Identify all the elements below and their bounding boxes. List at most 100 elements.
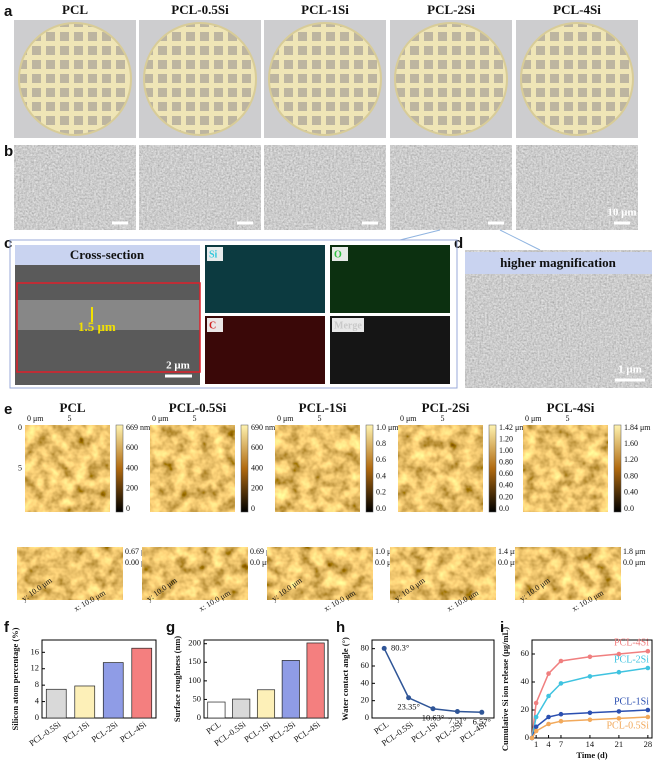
scaffold bbox=[18, 22, 132, 136]
colorbar bbox=[365, 424, 374, 513]
cross-scale: 2 μm bbox=[166, 360, 190, 372]
afm-title: PCL-0.5Si bbox=[169, 400, 227, 415]
colorbar-label: 0.80 bbox=[499, 458, 513, 467]
colorbar bbox=[240, 424, 249, 513]
axis-top: 5 bbox=[441, 414, 445, 423]
eds-map bbox=[205, 245, 325, 313]
point bbox=[616, 716, 622, 721]
eds-map bbox=[330, 245, 450, 313]
colorbar-label: 0.0 bbox=[499, 504, 509, 513]
panel-letter: i bbox=[500, 619, 504, 636]
value-label: 6.57° bbox=[473, 716, 491, 726]
value-label: 7.51° bbox=[448, 715, 466, 725]
colorbar-label: 0.0 bbox=[376, 504, 386, 513]
colorbar-label: 1.0 μm bbox=[376, 423, 399, 432]
panel-letter: f bbox=[4, 619, 10, 636]
value-label: 10.63° bbox=[422, 713, 445, 723]
y-axis-label: Surface roughness (nm) bbox=[172, 636, 182, 722]
legend-label: PCL-4Si bbox=[614, 637, 649, 648]
sem-image bbox=[264, 145, 386, 230]
panel-frame bbox=[9, 239, 458, 389]
x-tick-label: PCL-2Si bbox=[89, 719, 120, 745]
axis-top: 0 μm bbox=[152, 414, 169, 423]
panel-letter: a bbox=[4, 3, 13, 20]
colorbar-label: 0.8 bbox=[376, 439, 386, 448]
point bbox=[587, 710, 593, 716]
colorbar-label: 0.40 bbox=[499, 481, 513, 490]
axis-left: 0 bbox=[18, 423, 22, 432]
y-tick-label: 4 bbox=[35, 696, 40, 706]
scaffold bbox=[394, 22, 508, 136]
afm-title: PCL-1Si bbox=[299, 400, 347, 415]
axis-top: 0 μm bbox=[525, 414, 542, 423]
point bbox=[558, 681, 564, 686]
bar bbox=[131, 647, 153, 719]
plot-frame bbox=[41, 639, 157, 719]
point bbox=[546, 714, 551, 720]
x-tick-label: 14 bbox=[586, 739, 595, 749]
z-top: 0.67 μm bbox=[125, 547, 152, 556]
afm-3d bbox=[390, 547, 496, 600]
panel-letter: g bbox=[166, 619, 175, 636]
colorbar-label: 1.42 μm bbox=[499, 423, 526, 432]
label-bg bbox=[332, 318, 364, 332]
x-tick-label: 1 bbox=[534, 739, 538, 749]
colorbar-label: 0.4 bbox=[376, 471, 386, 480]
y-tick-label: 20 bbox=[361, 695, 370, 705]
x-tick-label: PCL-4Si bbox=[118, 719, 149, 745]
afm-3d bbox=[267, 547, 373, 600]
x-tick-label: 7 bbox=[559, 739, 563, 749]
y-tick-label: 0 bbox=[365, 712, 369, 722]
point bbox=[587, 654, 593, 660]
afm-map bbox=[523, 425, 608, 512]
y-tick-label: 200 bbox=[188, 638, 201, 648]
legend-label: PCL-0.5Si bbox=[606, 720, 649, 731]
colorbar-label: 1.20 bbox=[499, 434, 513, 443]
label-bg bbox=[332, 247, 348, 261]
panel-letter: h bbox=[336, 619, 345, 636]
y-axis-label: Water contact angle (°) bbox=[340, 637, 350, 721]
colorbar-label: 0.40 bbox=[624, 488, 638, 497]
x-tick-label: 21 bbox=[615, 739, 624, 749]
point bbox=[587, 674, 593, 679]
group-title: PCL-2Si bbox=[427, 2, 475, 17]
point bbox=[645, 707, 651, 713]
cross-title: Cross-section bbox=[70, 247, 145, 262]
colorbar-label: 0.6 bbox=[376, 455, 386, 464]
y-tick-label: 16 bbox=[31, 646, 40, 656]
colorbar-label: 400 bbox=[251, 463, 263, 472]
x-tick-label: PCL-0.5Si bbox=[27, 719, 63, 748]
y-axis-label: Cumulative Si ion release (μg/mL) bbox=[500, 627, 510, 751]
bar bbox=[102, 662, 124, 719]
z-bottom: 0.0 μm bbox=[623, 558, 646, 567]
bar bbox=[232, 698, 251, 719]
afm-3d bbox=[17, 547, 123, 600]
colorbar-label: 0 bbox=[251, 504, 255, 513]
y-tick-label: 150 bbox=[188, 656, 201, 666]
y-tick-label: 100 bbox=[188, 675, 201, 685]
connector bbox=[499, 229, 541, 251]
scaffold bbox=[520, 22, 634, 136]
z-bottom: 0.0 μm bbox=[250, 558, 273, 567]
afm-title: PCL-4Si bbox=[547, 400, 595, 415]
point bbox=[529, 735, 535, 741]
sem-image bbox=[14, 145, 136, 230]
point bbox=[533, 700, 539, 706]
colorbar-label: 1.00 bbox=[499, 446, 513, 455]
colorbar-label: 1.20 bbox=[624, 455, 638, 464]
legend-label: PCL-2Si bbox=[614, 654, 649, 665]
y-tick-label: 80 bbox=[361, 643, 370, 653]
point bbox=[616, 709, 622, 714]
scaffold bbox=[143, 22, 257, 136]
point bbox=[558, 658, 564, 664]
plot-frame bbox=[371, 639, 495, 719]
group-title: PCL-1Si bbox=[301, 2, 349, 17]
z-top: 0.69 μm bbox=[250, 547, 277, 556]
plot-frame bbox=[531, 639, 653, 739]
colorbar bbox=[613, 424, 622, 513]
group-title: PCL-0.5Si bbox=[171, 2, 229, 17]
y-tick-label: 60 bbox=[521, 648, 530, 658]
point bbox=[533, 714, 539, 720]
axis-top: 5 bbox=[318, 414, 322, 423]
